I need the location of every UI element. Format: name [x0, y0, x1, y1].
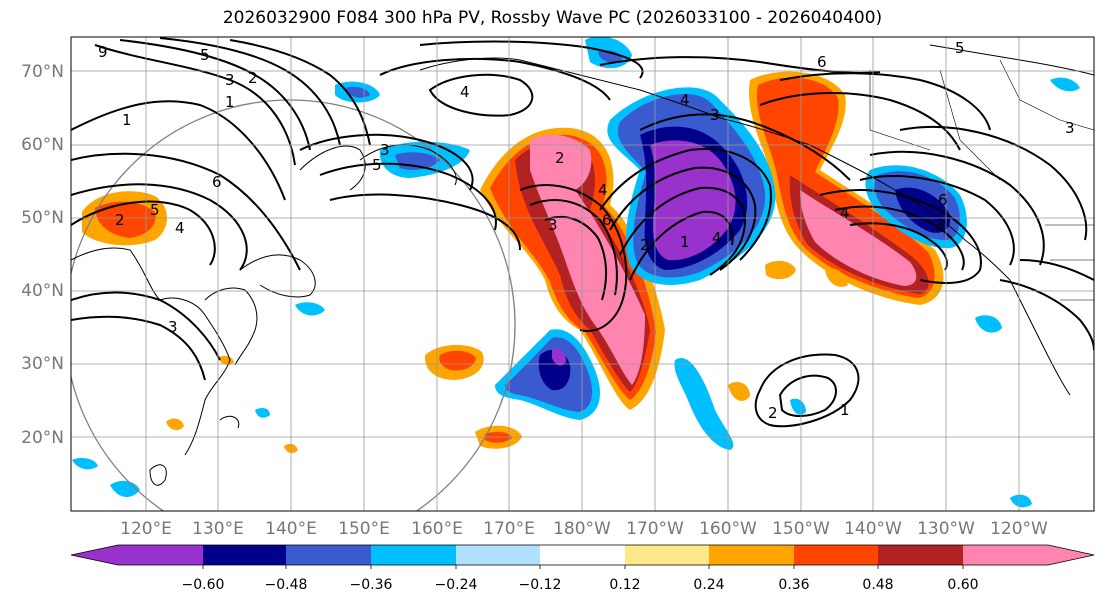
colorbar-tick-label: 0.48 [862, 577, 893, 593]
latitude-labels: 70°N 60°N 50°N 40°N 30°N 20°N [21, 62, 64, 448]
colorbar-segment [71, 545, 203, 565]
colorbar-segment [203, 545, 286, 565]
contour-label: 3 [225, 71, 235, 89]
contour-label: 3 [380, 141, 390, 159]
contour-label: 6 [817, 53, 827, 71]
lon-tick-label: 140°W [844, 519, 902, 539]
colorbar-outline [70, 544, 1095, 566]
lon-tick-label: 150°E [338, 519, 390, 539]
contour-label: 3 [710, 106, 720, 124]
colorbar-tick-label: −0.24 [435, 577, 478, 593]
lon-tick-label: 160°E [411, 519, 463, 539]
contour-label: 3 [1065, 119, 1075, 137]
lon-tick-label: 170°W [626, 519, 684, 539]
colorbar-segment [794, 545, 878, 565]
contour-label: 4 [840, 204, 850, 222]
contour-labels: 9 5 3 2 1 4 6 5 3 2 6 5 4 1 2 5 3 3 2 3 … [98, 39, 1075, 422]
contour-label: 1 [840, 401, 850, 419]
contour-label: 2 [248, 69, 258, 87]
lat-tick-label: 40°N [21, 281, 64, 301]
lon-tick-label: 160°W [699, 519, 757, 539]
lon-tick-label: 130°E [192, 519, 244, 539]
contour-label: 3 [935, 216, 945, 234]
longitude-labels: 120°E 130°E 140°E 150°E 160°E 170°E 180°… [120, 519, 1048, 539]
colorbar-segment [625, 545, 709, 565]
colorbar [70, 544, 1095, 569]
contour-label: 5 [150, 201, 160, 219]
contour-label: 6 [938, 191, 948, 209]
lat-tick-label: 70°N [21, 62, 64, 82]
contour-label: 4 [460, 83, 470, 101]
map-frame [70, 36, 1095, 512]
colorbar-segment [878, 545, 963, 565]
contour-label: 1 [122, 111, 132, 129]
map-title: 2026032900 F084 300 hPa PV, Rossby Wave … [222, 8, 883, 28]
colorbar-tick-label: 0.60 [947, 577, 978, 593]
contour-label: 2 [768, 404, 778, 422]
colorbar-segment [371, 545, 456, 565]
colorbar-labels: −0.60 −0.48 −0.36 −0.24 −0.12 0.12 0.24 … [182, 577, 979, 593]
lat-tick-label: 60°N [21, 135, 64, 155]
contour-label: 3 [168, 318, 178, 336]
colorbar-segment [540, 545, 625, 565]
lon-tick-label: 170°E [483, 519, 535, 539]
lat-tick-label: 30°N [21, 354, 64, 374]
contour-label: 5 [372, 156, 382, 174]
contour-label: 5 [955, 39, 965, 57]
contour-label: 9 [98, 43, 108, 61]
lat-tick-label: 50°N [21, 208, 64, 228]
contour-label: 4 [712, 229, 722, 247]
contour-label: 4 [175, 219, 185, 237]
colorbar-segment [709, 545, 794, 565]
contour-label: 5 [200, 46, 210, 64]
contour-label: 3 [548, 216, 558, 234]
contour-label: 1 [225, 93, 235, 111]
lon-tick-label: 150°W [772, 519, 830, 539]
contour-label: 2 [555, 149, 565, 167]
gridlines [71, 37, 1094, 511]
contour-label: 2 [640, 236, 650, 254]
region-circle [71, 99, 516, 511]
contour-label: 4 [680, 91, 690, 109]
lon-tick-label: 130°W [917, 519, 975, 539]
contour-label: 2 [115, 211, 125, 229]
colorbar-tick-label: 0.12 [609, 577, 640, 593]
lon-tick-label: 120°E [120, 519, 172, 539]
colorbar-tick-label: −0.60 [182, 577, 225, 593]
lat-tick-label: 20°N [21, 428, 64, 448]
colorbar-tick-label: −0.36 [350, 577, 393, 593]
colorbar-segment [456, 545, 540, 565]
colorbar-segment [963, 545, 1094, 565]
contour-label: 6 [212, 173, 222, 191]
lon-tick-label: 120°W [990, 519, 1048, 539]
contour-label: 1 [680, 233, 690, 251]
colorbar-tick-label: −0.48 [265, 577, 308, 593]
colorbar-segment [286, 545, 371, 565]
colorbar-tick-label: −0.12 [519, 577, 562, 593]
pv-contours [71, 37, 1094, 428]
lon-tick-label: 180°W [553, 519, 611, 539]
contour-label: 6 [602, 211, 612, 229]
contour-label: 4 [598, 181, 608, 199]
coastlines [71, 44, 1094, 486]
colorbar-tick-label: 0.36 [778, 577, 809, 593]
colorbar-tick-label: 0.24 [693, 577, 724, 593]
lon-tick-label: 140°E [265, 519, 317, 539]
